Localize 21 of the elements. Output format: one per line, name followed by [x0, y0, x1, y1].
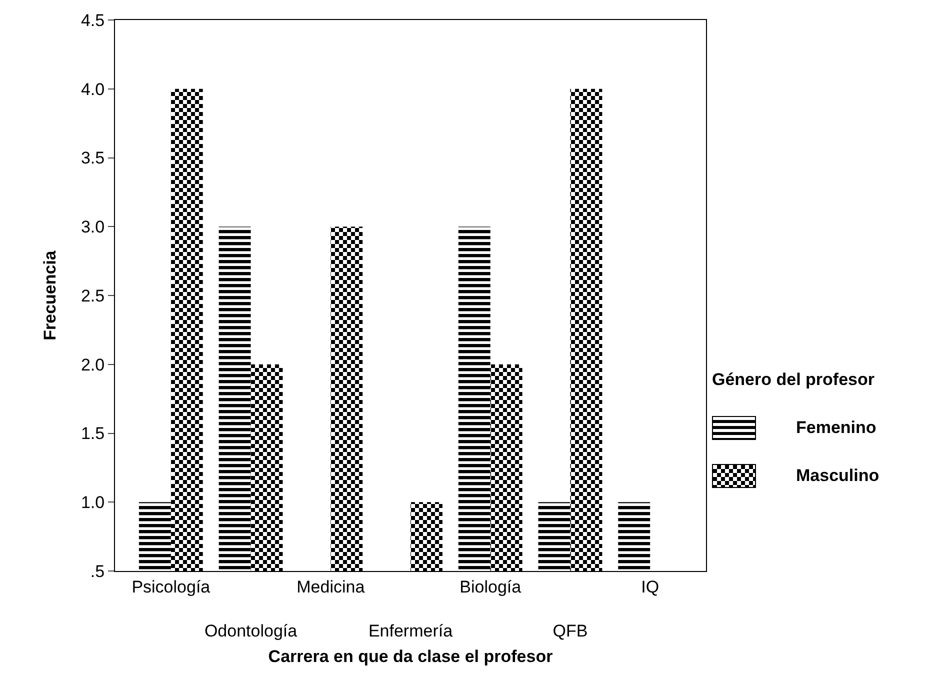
y-tick-label: 2.0 — [80, 355, 105, 374]
x-tick-label: Odontología — [204, 622, 298, 641]
legend-label: Masculino — [796, 466, 880, 486]
x-tick-label: Psicología — [132, 577, 211, 596]
y-tick-label: .5 — [90, 562, 105, 581]
y-tick-label: 1.0 — [80, 493, 105, 512]
y-tick-label: 1.5 — [80, 424, 105, 444]
x-tick-label: QFB — [552, 622, 588, 641]
x-tick-label: Enfermería — [368, 622, 454, 641]
y-tick-label: 2.5 — [80, 286, 105, 306]
y-tick-label: 4.0 — [80, 80, 105, 99]
y-tick-label: 3.5 — [80, 148, 105, 168]
y-tick-label: 4.5 — [80, 10, 105, 30]
legend-label: Femenino — [796, 418, 876, 438]
x-tick-label: Medicina — [296, 577, 366, 596]
x-tick-label: Biología — [460, 577, 522, 596]
y-axis-title: Frecuencia — [40, 250, 60, 340]
x-axis-title: Carrera en que da clase el profesor — [268, 647, 554, 666]
legend-title: Género del profesor — [712, 370, 876, 390]
y-tick-label: 3.0 — [80, 218, 105, 237]
x-tick-label: IQ — [641, 577, 660, 596]
